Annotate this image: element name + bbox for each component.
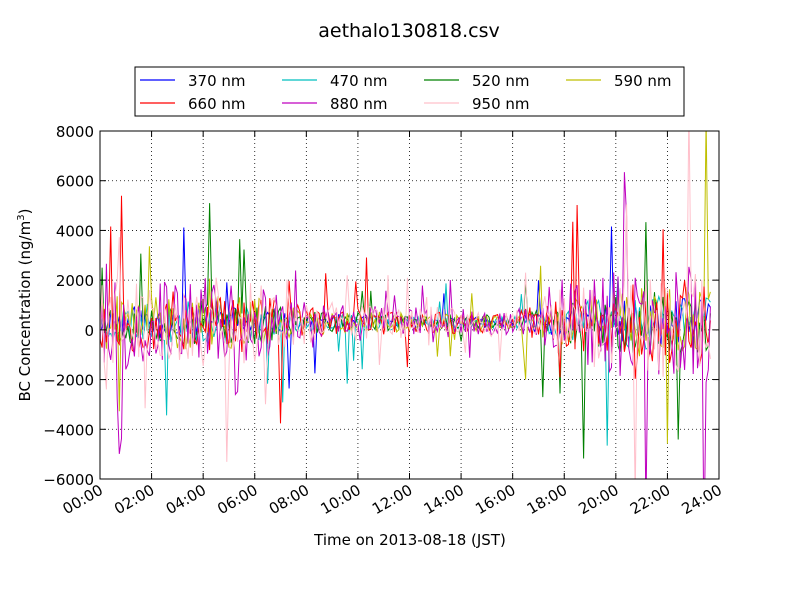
y-tick-label: −2000 [43,372,94,390]
legend-label: 950 nm [472,95,530,113]
y-tick-label: 6000 [56,173,94,191]
legend-label: 880 nm [330,95,388,113]
x-tick-label: 06:00 [214,481,260,518]
series-line [100,131,711,479]
y-tick-label: 2000 [56,272,94,290]
series-group [100,131,711,479]
y-axis-label-sup: 3 [16,214,27,220]
legend-box [134,66,685,117]
y-axis-label-close: ) [16,209,34,215]
x-tick-label: 04:00 [163,481,209,518]
y-tick-label: 0 [84,322,94,340]
x-tick-label: 14:00 [421,481,467,518]
chart-title: aethalo130818.csv [318,20,500,42]
x-tick-label: 18:00 [524,481,570,518]
y-axis-label: BC Concentration (ng/m3) [16,209,34,402]
series-line [100,172,711,479]
legend: 370 nm 470 nm 520 nm 590 nm 660 nm 880 nm 950 … [134,66,685,117]
x-tick-label: 22:00 [627,481,673,518]
x-tick-label: 10:00 [317,481,363,518]
x-tick-label: 12:00 [369,481,415,518]
legend-label: 370 nm [188,72,246,90]
x-tick-label: 16:00 [472,481,518,518]
legend-label: 470 nm [330,72,388,90]
x-tick-label: 02:00 [111,481,157,518]
x-axis-label: Time on 2013-08-18 (JST) [313,531,506,549]
y-axis-label-main: BC Concentration (ng/m [16,221,34,402]
y-tick-label: 8000 [56,123,94,141]
legend-label: 660 nm [188,95,246,113]
y-axis: −6000 −4000 −2000 0 2000 4000 6000 8000 [43,123,719,489]
y-tick-label: 4000 [56,222,94,240]
y-tick-label: −4000 [43,421,94,439]
legend-label: 590 nm [614,72,672,90]
series-line [100,131,711,444]
legend-label: 520 nm [472,72,530,90]
x-tick-label: 08:00 [266,481,312,518]
y-tick-label: −6000 [43,471,94,489]
x-tick-label: 24:00 [679,481,725,518]
x-tick-label: 20:00 [575,481,621,518]
